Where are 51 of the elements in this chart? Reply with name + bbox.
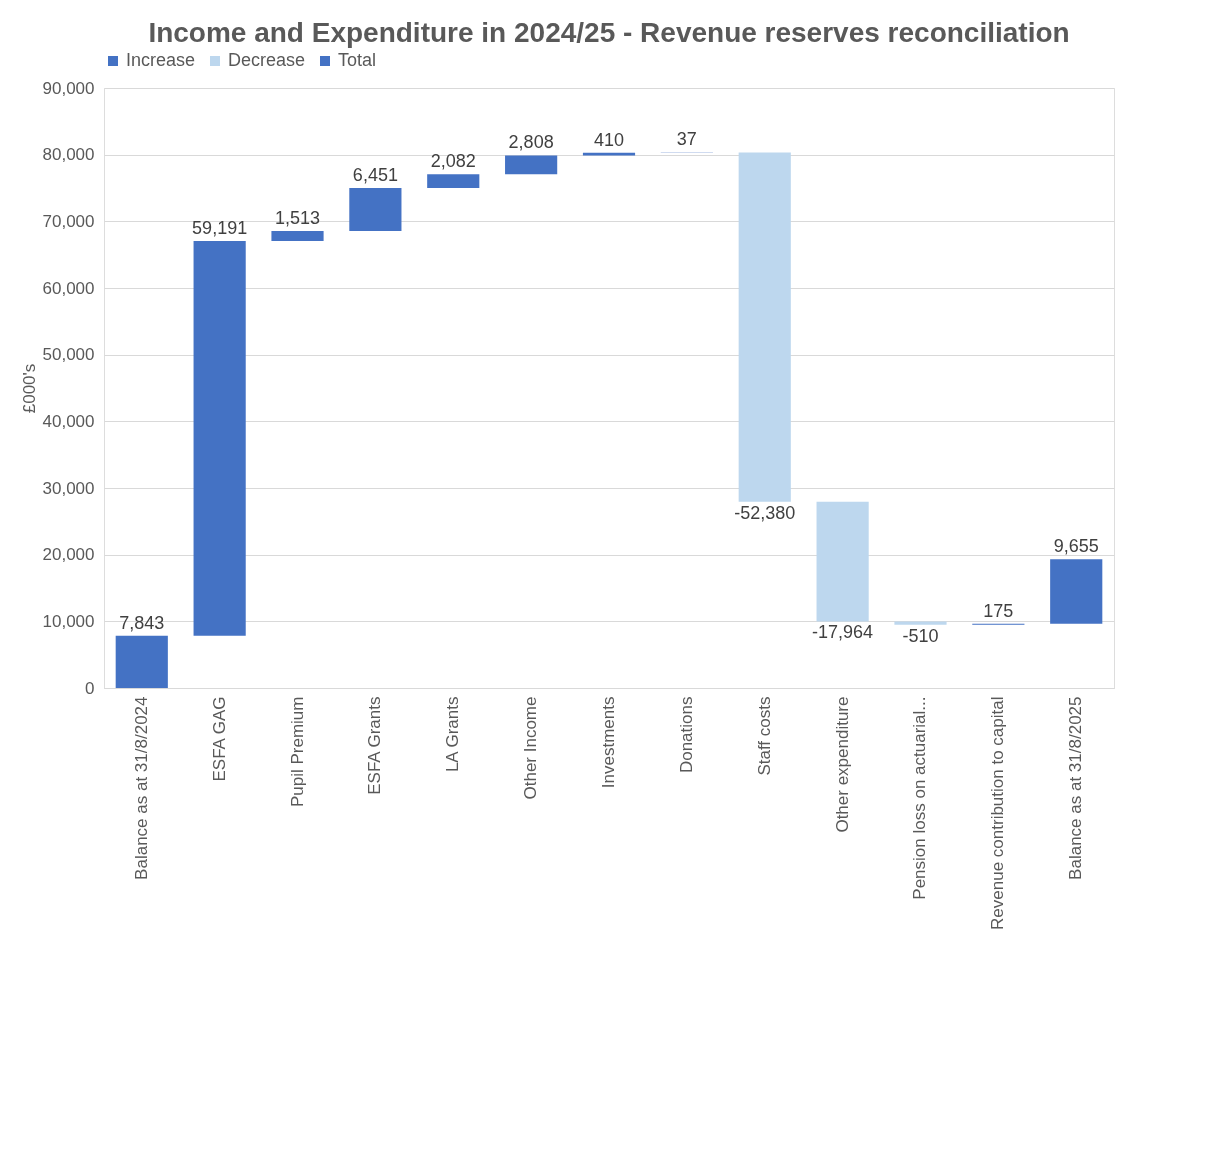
data-label: -52,380 xyxy=(734,502,796,523)
y-tick-label: 0 xyxy=(85,678,95,698)
x-tick-label: Pension loss on actuarial... xyxy=(910,696,930,900)
data-label: 7,843 xyxy=(119,612,165,633)
data-label: -17,964 xyxy=(812,622,874,643)
bar xyxy=(193,241,246,636)
legend-label: Decrease xyxy=(228,50,306,70)
y-tick-label: 10,000 xyxy=(42,611,95,631)
bar xyxy=(894,621,947,625)
x-tick-label: Pupil Premium xyxy=(287,696,307,808)
bar xyxy=(115,635,168,688)
data-label: 37 xyxy=(676,129,697,150)
x-tick-label: Donations xyxy=(676,696,696,774)
x-tick-label: Revenue contribution to capital xyxy=(988,696,1008,930)
legend-label: Total xyxy=(338,50,377,70)
data-label: 9,655 xyxy=(1053,536,1099,557)
bar xyxy=(349,188,402,232)
data-label: 175 xyxy=(983,600,1014,621)
y-tick-label: 90,000 xyxy=(42,78,95,98)
y-tick-label: 70,000 xyxy=(42,211,95,231)
x-tick-label: Balance as at 31/8/2024 xyxy=(131,696,151,880)
bar xyxy=(738,152,791,502)
bar xyxy=(816,501,869,622)
y-tick-label: 60,000 xyxy=(42,278,95,298)
bar xyxy=(1050,559,1103,624)
data-label: 2,808 xyxy=(508,132,554,153)
x-tick-label: ESFA GAG xyxy=(209,696,229,782)
bar xyxy=(505,155,558,175)
chart-title: Income and Expenditure in 2024/25 - Revenue reserves reconciliation xyxy=(148,17,1070,48)
y-tick-label: 50,000 xyxy=(42,345,95,365)
data-label: 1,513 xyxy=(274,208,321,229)
x-tick-label: ESFA Grants xyxy=(365,696,385,795)
y-axis-title: £000's xyxy=(19,363,39,414)
legend-label: Increase xyxy=(126,50,196,70)
data-label: -510 xyxy=(902,625,939,646)
x-tick-label: Other Income xyxy=(521,696,541,800)
x-tick-label: Balance as at 31/8/2025 xyxy=(1066,696,1086,880)
x-tick-label: LA Grants xyxy=(443,696,463,773)
y-tick-label: 80,000 xyxy=(42,145,95,165)
bar xyxy=(271,231,324,242)
data-label: 2,082 xyxy=(430,151,476,172)
data-label: 59,191 xyxy=(192,218,248,239)
x-tick-label: Other expenditure xyxy=(832,696,852,833)
bar xyxy=(427,174,480,189)
y-tick-label: 40,000 xyxy=(42,411,95,431)
data-label: 410 xyxy=(593,129,625,150)
x-tick-label: Staff costs xyxy=(754,696,774,776)
x-tick-label: Investments xyxy=(599,696,618,789)
data-label: 6,451 xyxy=(352,165,398,186)
y-tick-label: 20,000 xyxy=(42,545,95,565)
y-tick-label: 30,000 xyxy=(42,478,95,498)
